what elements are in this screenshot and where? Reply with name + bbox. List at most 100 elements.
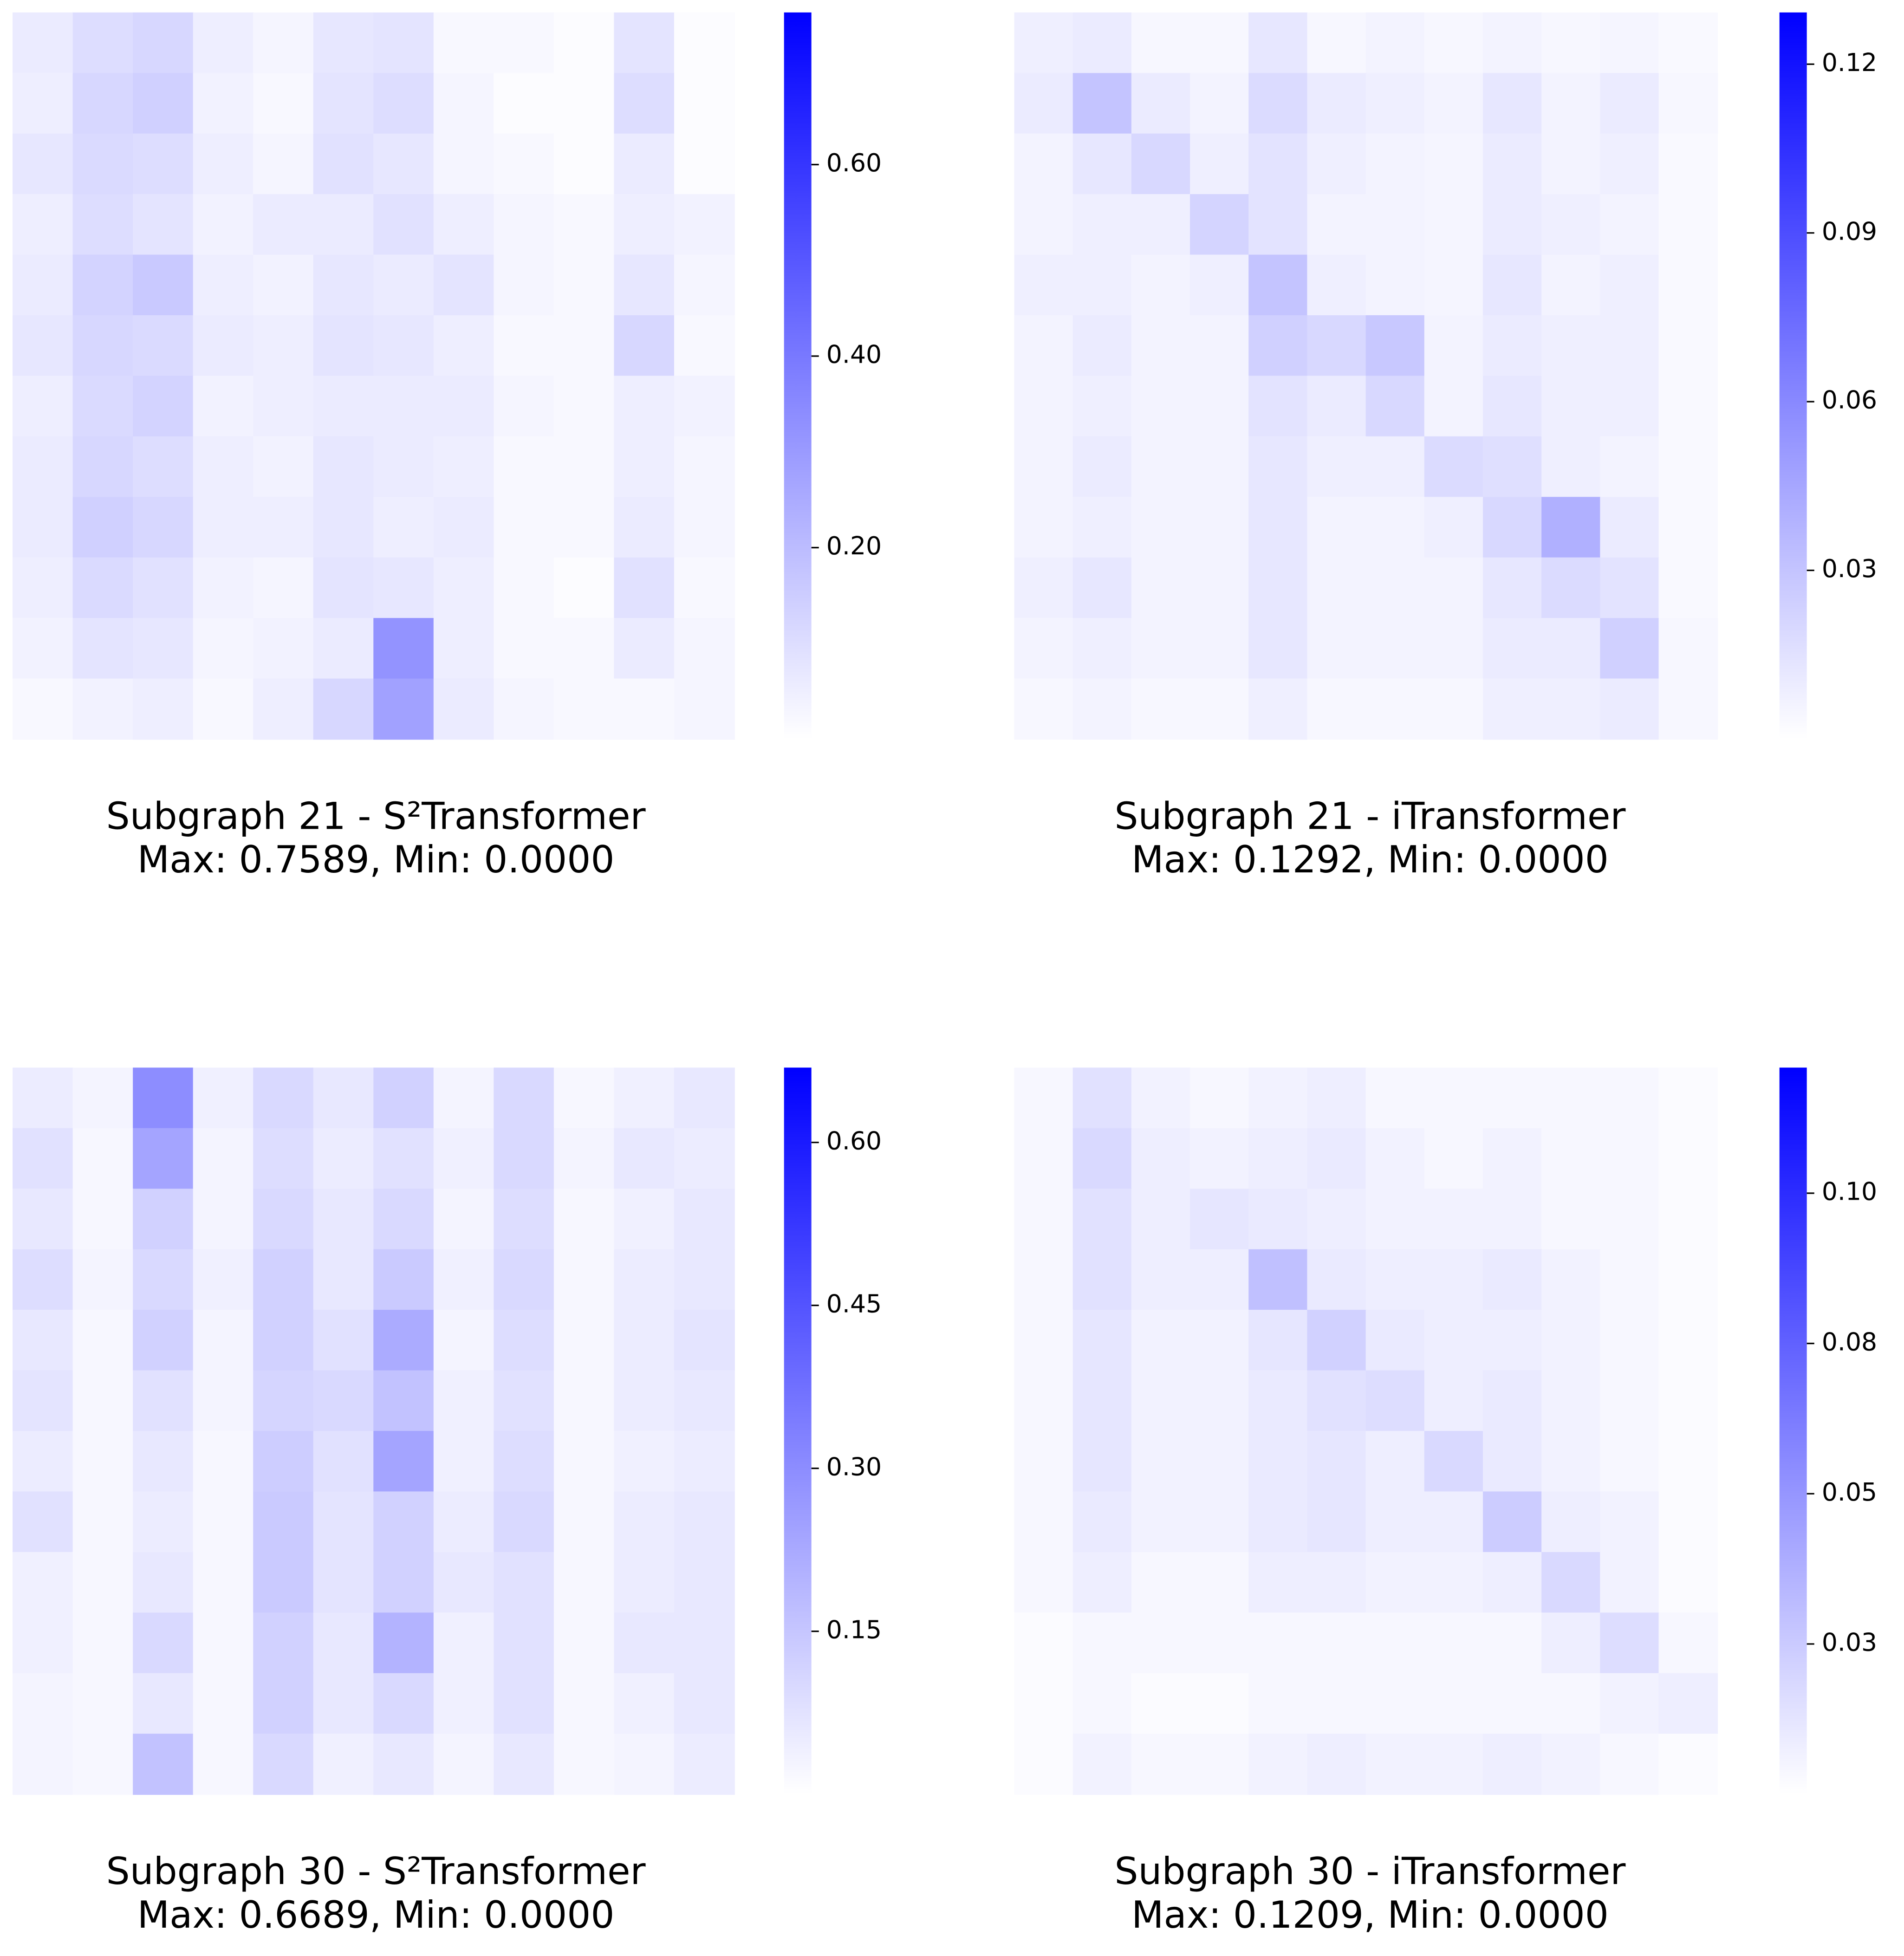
heatmap-cell (72, 1128, 134, 1189)
heatmap-cell (253, 73, 314, 134)
heatmap-cell (1424, 12, 1484, 74)
heatmap-cell (1014, 557, 1074, 619)
heatmap-cell (553, 1734, 615, 1795)
heatmap-cell (1541, 557, 1601, 619)
heatmap-cell (253, 1612, 314, 1674)
heatmap-cell (253, 1370, 314, 1432)
heatmap-cell (72, 436, 134, 498)
heatmap-cell (433, 618, 494, 679)
heatmap-cell (373, 1067, 435, 1129)
heatmap-cell (674, 315, 735, 377)
heatmap-cell (1658, 12, 1718, 74)
heatmap-cell (1365, 1612, 1425, 1674)
heatmap-cell (72, 1552, 134, 1613)
heatmap-cell (433, 1734, 494, 1795)
heatmap-cell (72, 1370, 134, 1432)
heatmap-cell (1482, 1552, 1542, 1613)
heatmap-cell (553, 1310, 615, 1371)
heatmap-cell (373, 1673, 435, 1735)
heatmap-cell (373, 1310, 435, 1371)
heatmap-cell (13, 315, 73, 377)
chart-title: Subgraph 21 - iTransformer (1114, 794, 1626, 838)
heatmap-cell (1131, 12, 1191, 74)
heatmap-cell (1482, 1067, 1542, 1129)
heatmap-cell (373, 194, 435, 255)
heatmap-cell (614, 1552, 675, 1613)
heatmap-cell (133, 1612, 194, 1674)
heatmap-cell (1248, 1249, 1308, 1311)
heatmap-cell (1424, 618, 1484, 679)
heatmap-cell (1307, 254, 1366, 316)
heatmap-cell (674, 618, 735, 679)
heatmap-cell (1248, 618, 1308, 679)
heatmap-cell (373, 436, 435, 498)
heatmap-cell (1190, 678, 1249, 740)
heatmap-cell (1014, 73, 1074, 134)
heatmap-cell (1131, 1734, 1191, 1795)
heatmap-cell (13, 1370, 73, 1432)
heatmap-cell (1482, 254, 1542, 316)
heatmap-cell (72, 557, 134, 619)
heatmap-cell (1600, 436, 1659, 498)
colorbar-tick-label: 0.15 (826, 1615, 882, 1644)
heatmap-cell (1365, 1491, 1425, 1553)
heatmap-cell (614, 194, 675, 255)
heatmap-cell (1190, 1128, 1249, 1189)
heatmap-cell (614, 1310, 675, 1371)
heatmap-cell (373, 254, 435, 316)
heatmap-cell (1131, 678, 1191, 740)
colorbar-tick-label: 0.05 (1822, 1477, 1877, 1507)
heatmap-cell (1190, 618, 1249, 679)
heatmap-cell (1307, 497, 1366, 558)
heatmap-cell (313, 1128, 374, 1189)
heatmap-cell (1365, 1067, 1425, 1129)
heatmap-cell (313, 1370, 374, 1432)
colorbar-tick-label: 0.12 (1822, 48, 1877, 77)
heatmap-cell (193, 557, 254, 619)
chart-title: Subgraph 21 - S²Transformer (106, 794, 646, 838)
heatmap-cell (494, 254, 555, 316)
heatmap-cell (1307, 557, 1366, 619)
heatmap-cell (1014, 315, 1074, 377)
heatmap-cell (553, 497, 615, 558)
heatmap-cell (1658, 618, 1718, 679)
heatmap-cell (1482, 133, 1542, 195)
heatmap-cell (1365, 315, 1425, 377)
heatmap-cell (373, 315, 435, 377)
heatmap-cell (1600, 133, 1659, 195)
heatmap-cell (1248, 1189, 1308, 1250)
heatmap-cell (494, 1431, 555, 1492)
heatmap-cell (614, 133, 675, 195)
heatmap-cell (1307, 1734, 1366, 1795)
heatmap-cell (674, 1189, 735, 1250)
heatmap-cell (1600, 1552, 1659, 1613)
heatmap-cell (1658, 73, 1718, 134)
heatmap-cell (1072, 1431, 1132, 1492)
heatmap-cell (193, 1128, 254, 1189)
heatmap-cell (313, 618, 374, 679)
heatmap-cell (133, 436, 194, 498)
heatmap-cell (313, 678, 374, 740)
heatmap-cell (1658, 1673, 1718, 1735)
heatmap-cell (133, 12, 194, 74)
heatmap-cell (1600, 1310, 1659, 1371)
heatmap-cell (133, 194, 194, 255)
heatmap-cell (72, 194, 134, 255)
heatmap-cell (1248, 497, 1308, 558)
heatmap-cell (1307, 1189, 1366, 1250)
heatmap-cell (1014, 678, 1074, 740)
heatmap-cell (13, 12, 73, 74)
heatmap-cell (1658, 1552, 1718, 1613)
heatmap-cell (1307, 436, 1366, 498)
heatmap-cell (1658, 1067, 1718, 1129)
heatmap-cell (614, 1673, 675, 1735)
heatmap-cell (1131, 1310, 1191, 1371)
heatmap-cell (553, 1612, 615, 1674)
heatmap-cell (433, 1249, 494, 1311)
heatmap-cell (1482, 1128, 1542, 1189)
heatmap-cell (1541, 1370, 1601, 1432)
heatmap-cell (1482, 618, 1542, 679)
heatmap-cell (253, 1673, 314, 1735)
heatmap-cell (614, 1431, 675, 1492)
heatmap-cell (614, 12, 675, 74)
